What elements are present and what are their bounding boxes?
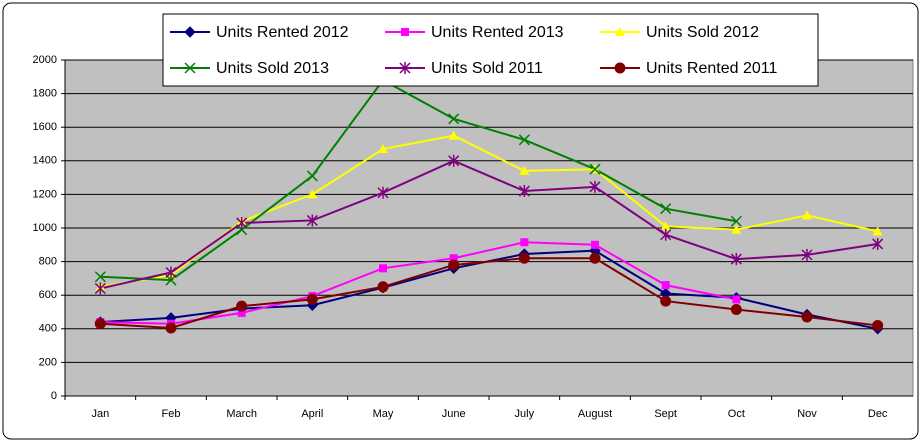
legend-marker [184, 62, 196, 74]
series-line [100, 257, 878, 329]
marker [236, 300, 248, 312]
x-tick-label: April [301, 408, 323, 420]
legend-marker [615, 27, 625, 36]
x-tick-label: Nov [797, 408, 817, 420]
marker [448, 154, 460, 167]
marker [660, 228, 672, 241]
legend-label: Units Sold 2011 [431, 60, 543, 77]
series-line [100, 159, 878, 290]
marker [589, 180, 601, 193]
marker [730, 215, 742, 227]
y-tick-label: 2000 [33, 54, 57, 66]
marker [518, 134, 530, 146]
marker [730, 303, 742, 315]
marker [732, 295, 741, 304]
marker [519, 165, 530, 175]
marker [802, 210, 812, 220]
marker [306, 170, 318, 182]
y-tick-label: 1000 [33, 222, 57, 234]
marker [589, 163, 601, 175]
series-line [100, 241, 737, 325]
legend-label: Units Sold 2013 [216, 60, 329, 77]
marker [660, 295, 672, 307]
y-tick-label: 800 [39, 256, 57, 268]
marker [591, 240, 599, 249]
marker [378, 144, 388, 154]
x-tick-label: Jan [91, 408, 109, 420]
marker [661, 281, 670, 290]
marker [731, 224, 742, 234]
legend-marker [614, 62, 626, 74]
y-tick-label: 1400 [33, 155, 57, 167]
legend-marker [399, 62, 411, 74]
legend-label: Units Rented 2013 [431, 24, 564, 41]
legend-marker [401, 28, 409, 36]
x-tick-label: Oct [728, 408, 745, 420]
marker [165, 266, 177, 279]
marker [377, 281, 389, 293]
marker [306, 214, 318, 227]
marker [448, 130, 459, 140]
marker [518, 252, 530, 264]
marker [518, 185, 530, 198]
y-tick-label: 1800 [33, 88, 57, 100]
marker [236, 216, 248, 229]
marker [448, 259, 460, 271]
x-tick-label: Feb [162, 408, 181, 420]
marker [660, 221, 671, 231]
marker [306, 293, 318, 305]
y-tick-label: 200 [39, 356, 57, 368]
x-tick-label: Dec [868, 408, 888, 420]
legend-label: Units Rented 2012 [216, 24, 349, 41]
x-tick-label: July [515, 408, 535, 420]
marker [94, 282, 106, 295]
series-line [100, 78, 737, 282]
marker [307, 189, 318, 199]
x-tick-label: Sept [654, 408, 677, 420]
legend-marker [184, 26, 196, 38]
marker [660, 203, 672, 215]
marker [730, 253, 742, 266]
x-tick-label: May [373, 408, 394, 420]
marker [448, 113, 460, 125]
marker [237, 308, 246, 317]
legend-box [162, 13, 819, 87]
y-tick-label: 600 [39, 289, 57, 301]
y-tick-label: 1600 [33, 121, 57, 133]
legend-label: Units Sold 2012 [646, 24, 759, 41]
y-tick-label: 400 [39, 323, 57, 335]
marker [801, 311, 813, 323]
marker [872, 237, 884, 250]
marker [165, 322, 177, 334]
marker [801, 248, 813, 261]
x-tick-label: June [442, 408, 466, 420]
marker [872, 226, 883, 236]
y-tick-label: 1200 [33, 188, 57, 200]
marker [379, 264, 387, 273]
marker [94, 318, 106, 330]
x-tick-label: March [226, 408, 257, 420]
marker [589, 252, 601, 264]
y-tick-label: 0 [51, 390, 57, 402]
marker [872, 319, 884, 331]
marker [94, 271, 106, 283]
marker [377, 186, 389, 199]
marker [449, 254, 458, 263]
marker [520, 238, 529, 247]
x-tick-label: August [578, 408, 612, 420]
legend-label: Units Rented 2011 [646, 60, 777, 77]
